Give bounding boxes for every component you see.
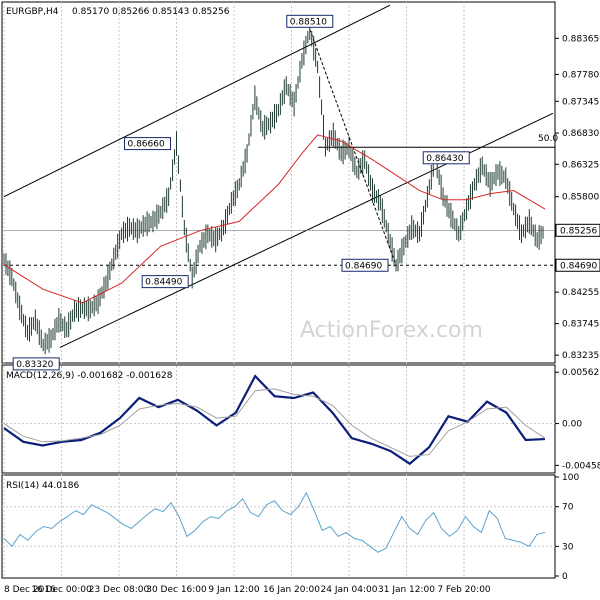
x-tick-label: 24 Jan 04:00 (321, 585, 378, 595)
rsi-tick-label: 0 (562, 572, 568, 582)
x-tick-label: 16 Jan 20:00 (263, 585, 320, 595)
price-tick-label: 0.88365 (562, 34, 599, 44)
x-tick-label: 30 Dec 16:00 (146, 585, 207, 595)
macd-panel (1, 364, 556, 474)
price-panel (1, 1, 556, 364)
price-tick-label: 0.83235 (562, 351, 599, 361)
macd-main-line (3, 374, 546, 466)
moving-average-line (3, 134, 546, 304)
rsi-panel (1, 474, 556, 579)
x-tick-label: 8 Dec 2016 (4, 585, 56, 595)
price-tick-label: 0.83745 (562, 320, 599, 330)
watermark: ActionForex.com (300, 318, 483, 343)
annotation-box (12, 357, 60, 371)
rsi-tick-label: 70 (562, 503, 574, 513)
header-ohlc: 0.85170 0.85266 0.85143 0.85256 (72, 7, 230, 17)
price-tick-label: 0.87780 (562, 70, 599, 80)
annotation-box (341, 258, 389, 272)
rsi-line (3, 491, 546, 553)
annotation-label: 0.83320 (16, 360, 53, 370)
price-tag-label: 0.84690 (560, 261, 597, 271)
macd-title: MACD(12,26,9) -0.001682 -0.001628 (6, 371, 173, 381)
price-tag-box (555, 223, 600, 237)
price-tick-label: 0.87345 (562, 97, 599, 107)
macd-layer (3, 374, 546, 466)
annotation-box (123, 137, 171, 151)
x-tick-label: 23 Dec 08:00 (89, 585, 150, 595)
annotation-box (141, 275, 189, 289)
price-tag-label: 0.85256 (560, 226, 597, 236)
annotation-label: 0.84690 (345, 261, 382, 271)
x-tick-label: 9 Jan 12:00 (208, 585, 260, 595)
header-symbol: EURGBP,H4 (6, 7, 59, 17)
rsi-layer (3, 491, 546, 553)
rsi-title: RSI(14) 44.0186 (6, 481, 79, 491)
price-tick-label: 0.85800 (562, 193, 599, 203)
macd-tick-label: -0.004586 (562, 461, 600, 471)
annotation-box (286, 14, 334, 28)
axis-layer: 0.88365 0.87780 0.87345 0.86830 0.86325 0.858… (4, 34, 600, 595)
price-tick-label: 0.84255 (562, 288, 599, 298)
macd-signal-line (3, 388, 546, 457)
grid-layer (2, 2, 555, 578)
price-tick-label: 0.86830 (562, 129, 599, 139)
price-layer: 0.88510 0.86660 0.86430 0.84490 0.84690 0.833… (3, 4, 555, 371)
macd-tick-label: 0.00 (562, 420, 582, 430)
upper-channel-line (3, 4, 391, 198)
annotation-box (422, 151, 470, 165)
rsi-tick-label: 100 (562, 473, 579, 483)
macd-tick-label: 0.005627 (562, 368, 600, 378)
x-tick-label: 16 Dec 00:00 (31, 585, 92, 595)
x-tick-label: 7 Feb 20:00 (437, 585, 491, 595)
annotation-label: 0.86430 (426, 154, 463, 164)
price-tick-label: 0.86325 (562, 160, 599, 170)
price-tag-box (555, 258, 600, 272)
annotation-label: 0.86660 (127, 140, 164, 150)
fib-label: 50.0 (538, 134, 558, 144)
x-tick-label: 31 Jan 12:00 (378, 585, 435, 595)
rsi-tick-label: 30 (562, 542, 574, 552)
annotation-label: 0.84490 (145, 278, 182, 288)
annotation-label: 0.88510 (290, 17, 327, 27)
